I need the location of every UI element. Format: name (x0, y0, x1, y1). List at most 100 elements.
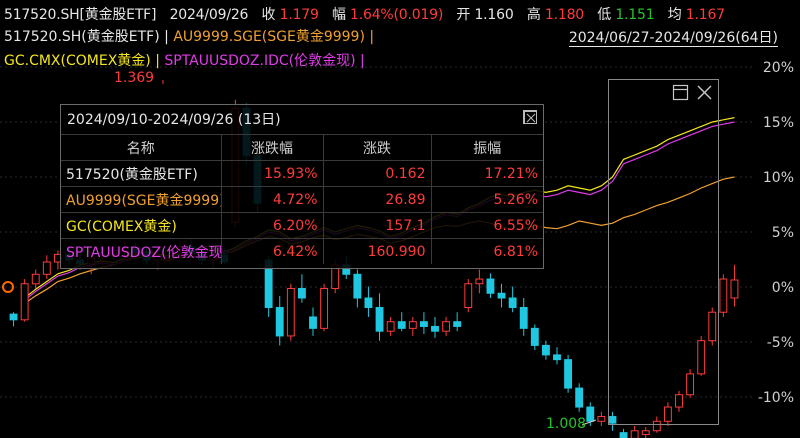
candle-body (286, 288, 295, 337)
popup-title: 2024/09/10-2024/09/26 (13日) (67, 112, 281, 128)
row-amp: 5.26% (430, 186, 543, 213)
candle-body (564, 359, 573, 389)
candle-body (442, 321, 451, 332)
candle-body (608, 416, 617, 424)
legend-series-517520[interactable]: 517520.SH(黄金股ETF) | (4, 29, 169, 45)
row-chg: 26.89 (322, 186, 431, 213)
avg-label: 均 (667, 7, 682, 23)
legend-series-gc[interactable]: GC.CMX(COMEX黄金) | (4, 53, 160, 69)
open-value: 1.160 (474, 7, 514, 23)
candle-body (397, 321, 406, 329)
candle-body (497, 292, 506, 299)
date-range-selector[interactable]: 2024/06/27-2024/09/26(64日) (568, 30, 778, 47)
candle-body (431, 325, 439, 332)
candle-body (297, 288, 306, 299)
row-chg: 0.162 (322, 160, 431, 187)
candle-body (20, 283, 29, 321)
col-amp[interactable]: 振幅 (430, 134, 543, 161)
table-header-row: 名称 涨跌幅 涨跌 振幅 (61, 134, 543, 161)
candle-body (630, 430, 639, 438)
col-chg[interactable]: 涨跌 (322, 134, 431, 161)
table-row[interactable]: GC(COMEX黄金) 6.20% 157.1 6.55% (61, 212, 543, 239)
legend-series-au9999[interactable]: AU9999.SGE(SGE黄金9999) | (173, 29, 375, 45)
candle-body (730, 279, 739, 299)
candle-body (275, 306, 284, 337)
popup-close-icon[interactable] (523, 110, 537, 124)
candle-body (641, 430, 650, 436)
candle-body (320, 288, 329, 329)
table-row[interactable]: 517520(黄金股ETF) 15.93% 0.162 17.21% (61, 160, 543, 187)
candle-body (652, 420, 661, 432)
row-name: GC(COMEX黄金) (61, 212, 221, 239)
legend-row-1: 517520.SH(黄金股ETF) | AU9999.SGE(SGE黄金9999… (4, 26, 374, 46)
change-label: 幅 (331, 7, 346, 23)
candle-body (586, 406, 595, 422)
candle-body (597, 416, 606, 422)
candle-body (719, 278, 728, 313)
table-row[interactable]: SPTAUUSDOZ(伦敦金现) 6.42% 160.990 6.81% (61, 238, 543, 264)
row-name: 517520(黄金股ETF) (61, 160, 221, 187)
legend-series-sptauusdoz[interactable]: SPTAUUSDOZ.IDC(伦敦金现) | (164, 53, 365, 69)
quote-header: 517520.SH[黄金股ETF] 2024/09/26 收 1.179 幅 1… (0, 0, 800, 56)
candle-body (519, 306, 528, 329)
stats-table: 名称 涨跌幅 涨跌 振幅 517520(黄金股ETF) 15.93% 0.162… (61, 134, 543, 264)
row-pct: 15.93% (220, 160, 323, 187)
candle-body (663, 406, 672, 422)
close-value: 1.179 (279, 7, 319, 23)
max-price-label: 1.369 (114, 70, 155, 86)
row-amp: 17.21% (430, 160, 543, 187)
avg-value: 1.167 (685, 7, 725, 23)
y-tick-10: 10% (762, 170, 794, 186)
y-tick-20: 20% (762, 60, 794, 76)
y-tick-5: 5% (771, 225, 794, 241)
high-label: 高 (526, 7, 541, 23)
candle-body (375, 306, 384, 332)
candle-body (386, 321, 395, 332)
close-label: 收 (261, 7, 276, 23)
min-price-label: 1.008 (546, 416, 587, 432)
candle-body (408, 321, 417, 329)
low-label: 低 (597, 7, 612, 23)
col-pct[interactable]: 涨跌幅 (220, 134, 323, 161)
candle-body (42, 261, 51, 275)
candle-body (419, 321, 428, 327)
candle-body (353, 273, 362, 299)
candle-body (464, 283, 473, 308)
candle-body (486, 278, 495, 294)
interval-selection-box[interactable] (608, 79, 719, 425)
candle-body (708, 311, 717, 342)
low-value: 1.151 (615, 7, 655, 23)
candle-body (364, 297, 373, 308)
table-row[interactable]: AU9999(SGE黄金9999) 4.72% 26.89 5.26% (61, 186, 543, 213)
y-tick-minus10: -10% (757, 390, 794, 406)
min-pointer (581, 419, 597, 426)
candle-body (453, 321, 462, 327)
candle-body (575, 387, 584, 408)
close-icon[interactable] (696, 84, 713, 101)
row-pct: 4.72% (220, 186, 323, 213)
col-name[interactable]: 名称 (61, 134, 221, 161)
candle-body (697, 340, 706, 375)
maximize-icon[interactable] (672, 84, 689, 101)
start-marker[interactable] (2, 281, 14, 293)
candle-body (31, 273, 40, 285)
candle-body (530, 327, 539, 346)
row-amp: 6.81% (430, 238, 543, 264)
security-code: 517520.SH[黄金股ETF] (4, 7, 157, 23)
interval-stats-popup: 2024/09/10-2024/09/26 (13日) 名称 涨跌幅 涨跌 振幅… (60, 104, 544, 269)
candle-body (686, 373, 695, 396)
candle-body (475, 278, 484, 285)
change-value: 1.64%(0.019) (350, 7, 444, 23)
high-value: 1.180 (544, 7, 584, 23)
y-tick-0: 0% (771, 280, 794, 296)
candle-body (541, 344, 550, 356)
row-name: AU9999(SGE黄金9999) (61, 186, 221, 213)
quote-summary-row: 517520.SH[黄金股ETF] 2024/09/26 收 1.179 幅 1… (4, 4, 725, 24)
candle-body (508, 297, 517, 308)
candle-body (619, 432, 628, 438)
candle-body (675, 394, 683, 408)
candle-body (9, 313, 18, 321)
candle-body (309, 316, 317, 329)
row-chg: 160.990 (322, 238, 431, 264)
